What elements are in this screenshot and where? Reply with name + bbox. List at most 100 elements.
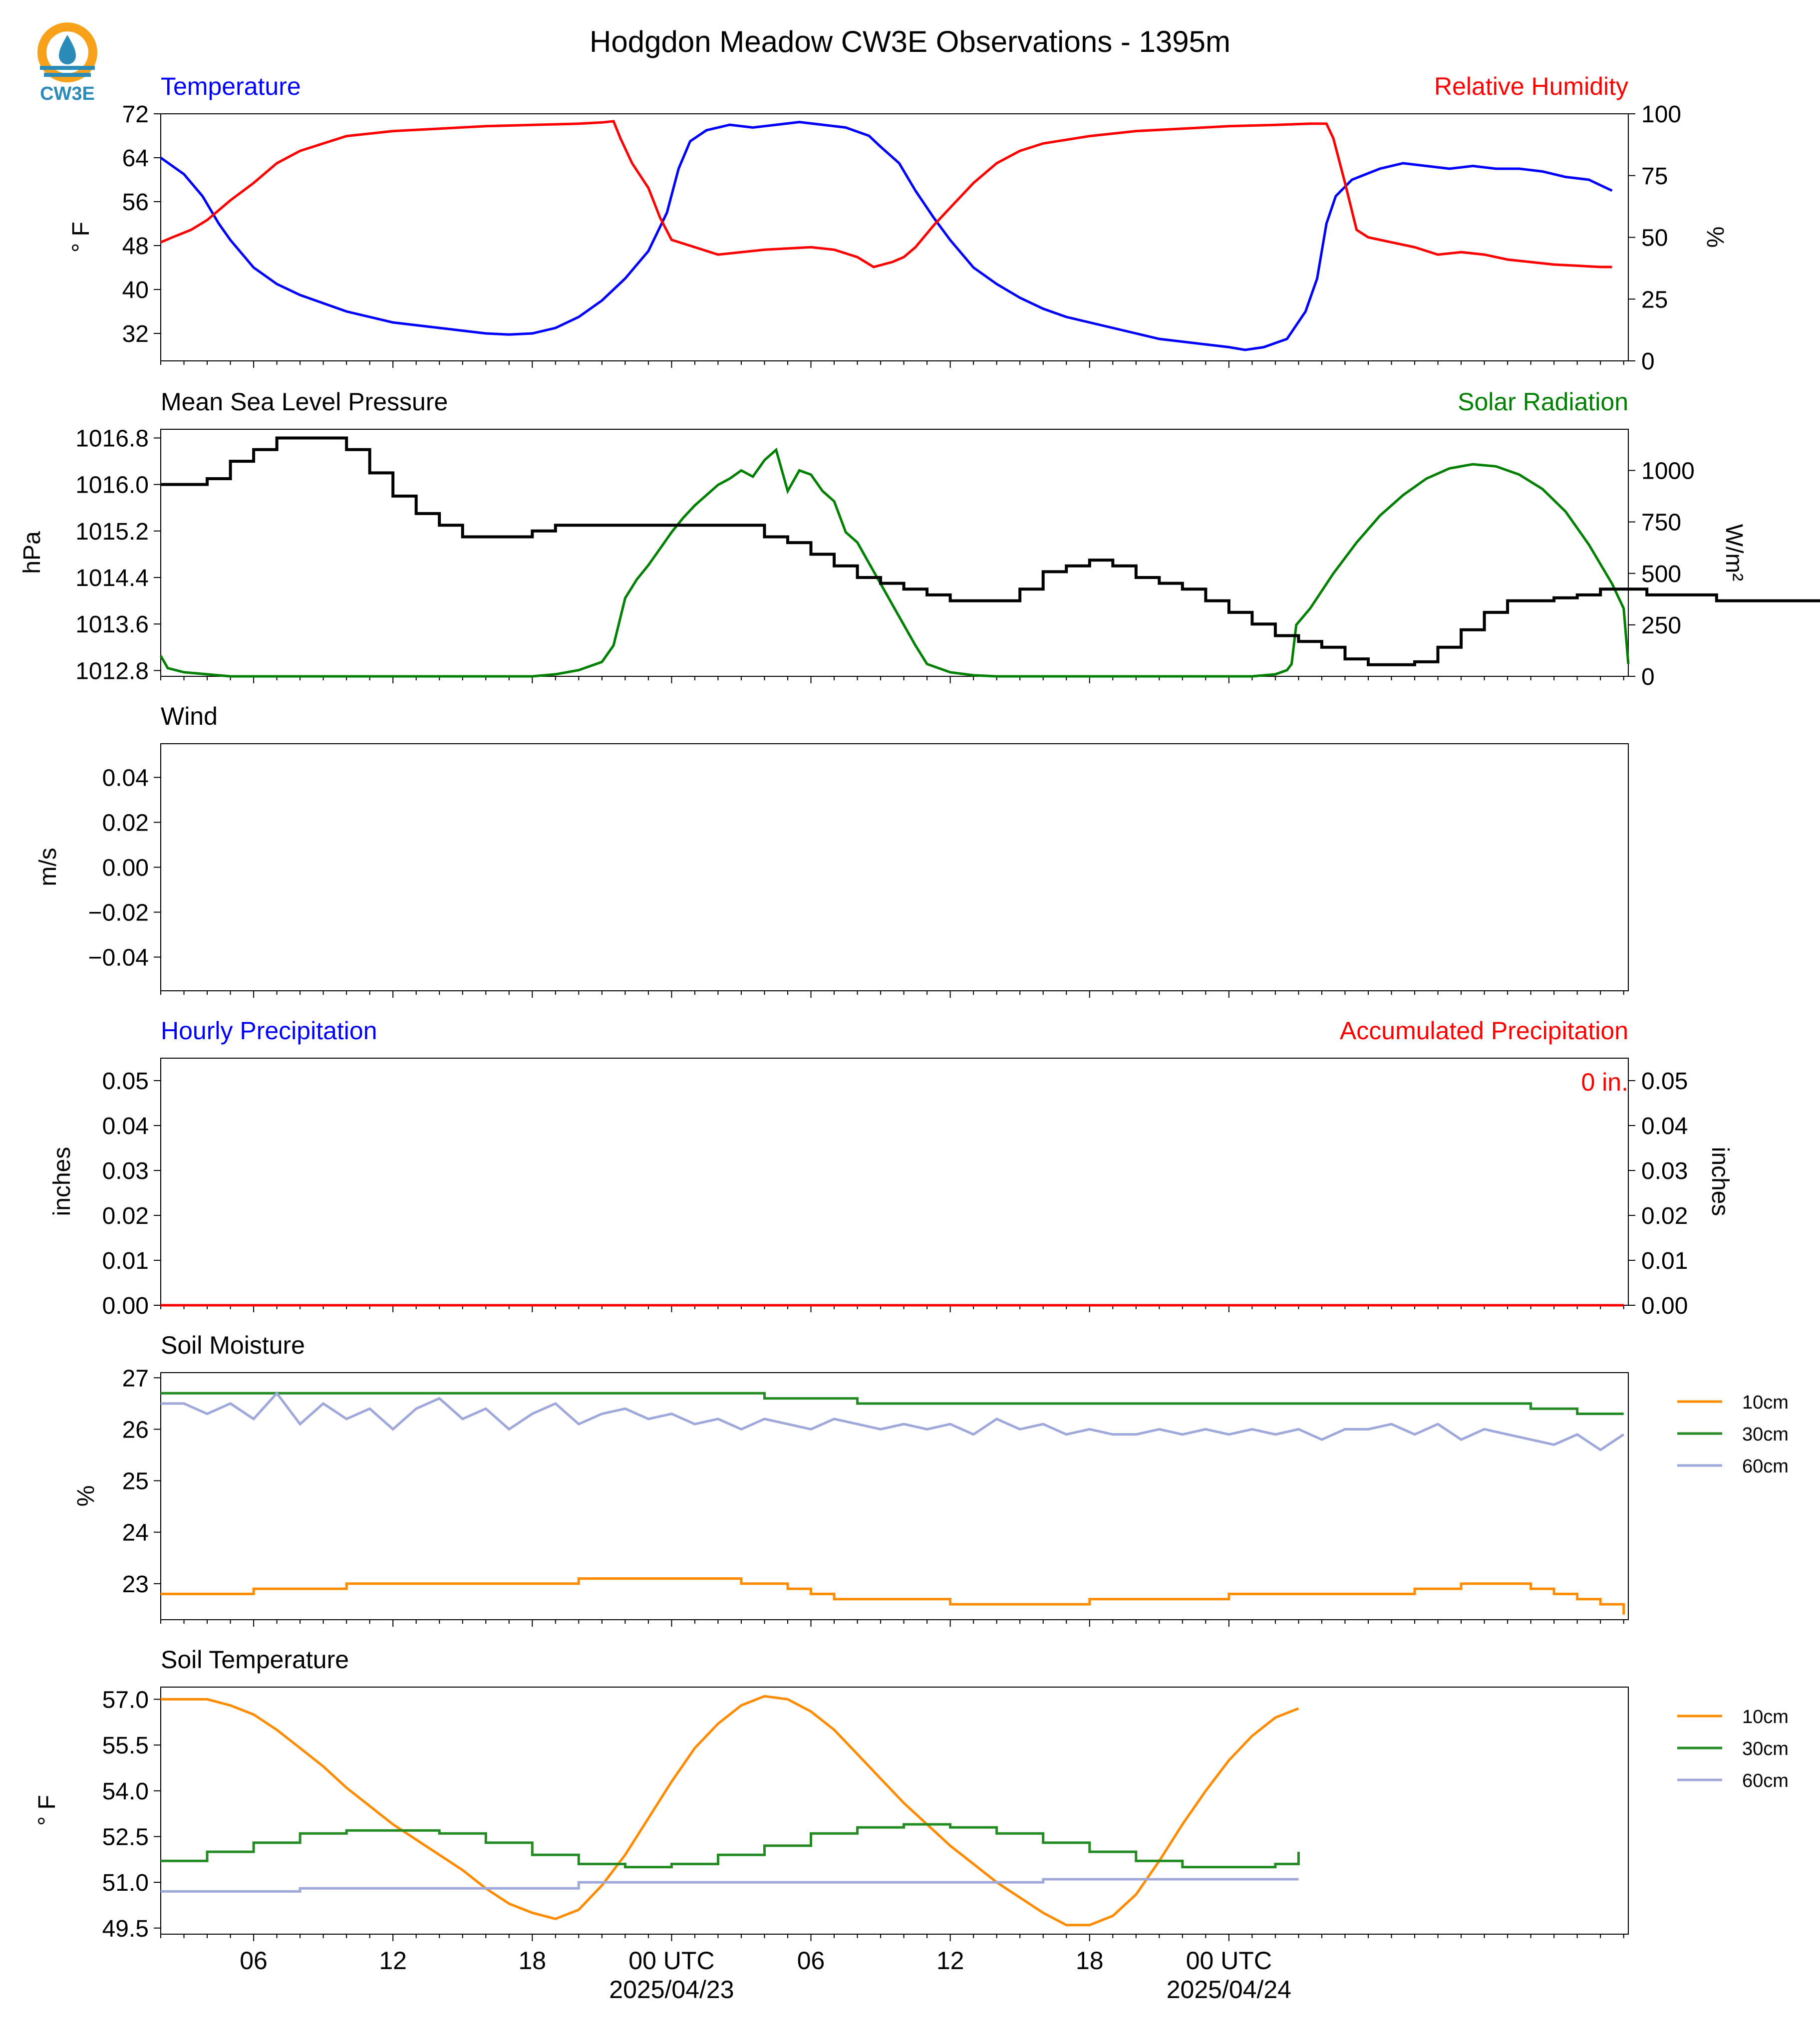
y-tick-label: 0.02 bbox=[102, 810, 149, 837]
y-tick-label: 750 bbox=[1641, 510, 1681, 536]
y-tick-label: 56 bbox=[122, 189, 149, 216]
y-tick-label: 25 bbox=[122, 1468, 149, 1495]
y-tick-label: 0.02 bbox=[102, 1203, 149, 1229]
soil-moisture-60cm-line bbox=[161, 1391, 1625, 1451]
panel-precip: Hourly Precipitation Accumulated Precipi… bbox=[49, 1017, 1733, 1319]
y-tick-label: 55.5 bbox=[102, 1733, 149, 1759]
panel-soil-moisture-frame bbox=[160, 1372, 1629, 1620]
relative-humidity-series-line bbox=[160, 120, 1612, 269]
y-tick-label: 23 bbox=[122, 1571, 149, 1598]
y-tick-label: 0.00 bbox=[102, 855, 149, 881]
panel-soil-moisture-xticks bbox=[160, 1620, 1624, 1627]
y-tick-label: −0.04 bbox=[88, 945, 149, 971]
accum-precip-title: Accumulated Precipitation bbox=[1340, 1017, 1628, 1045]
y-tick-label: 51.0 bbox=[102, 1870, 149, 1896]
y-tick-label: 0.00 bbox=[1641, 1293, 1688, 1319]
logo-wave-1 bbox=[40, 66, 95, 70]
y-tick-label: 0.04 bbox=[1641, 1113, 1688, 1140]
rh-title: Relative Humidity bbox=[1434, 72, 1628, 100]
legend-label-30cm: 30cm bbox=[1742, 1424, 1789, 1445]
panel-wind: Wind 0.04 0.02 0.00 −0.02 −0.04 m/s bbox=[35, 702, 1629, 998]
y-tick-label: 0 bbox=[1641, 348, 1655, 375]
soil-moisture-10cm-line bbox=[161, 1577, 1625, 1615]
y-tick-label: 52.5 bbox=[102, 1824, 149, 1850]
y-tick-label: 1015.2 bbox=[75, 519, 149, 545]
rh-axis-ticks: 100 75 50 25 0 bbox=[1628, 101, 1681, 375]
x-tick-label: 00 UTC bbox=[628, 1947, 714, 1975]
soil-moisture-axis-ticks: 27 26 25 24 23 bbox=[122, 1365, 161, 1598]
pressure-axis-ticks: 1016.8 1016.0 1015.2 1014.4 1013.6 1012.8 bbox=[75, 425, 161, 684]
y-tick-label: 500 bbox=[1641, 561, 1681, 587]
y-tick-label: 0.00 bbox=[102, 1293, 149, 1319]
y-tick-label: 250 bbox=[1641, 612, 1681, 639]
legend-label-10cm: 10cm bbox=[1742, 1392, 1789, 1413]
legend-label-30cm: 30cm bbox=[1742, 1738, 1789, 1759]
cw3e-logo: CW3E bbox=[37, 22, 97, 104]
soil-moisture-30cm-line bbox=[161, 1392, 1624, 1415]
solar-axis-ticks: 1000 750 500 250 0 bbox=[1628, 458, 1695, 690]
legend-label-60cm: 60cm bbox=[1742, 1770, 1789, 1791]
x-tick-label: 18 bbox=[518, 1947, 546, 1975]
soil-temp-10cm-line bbox=[161, 1695, 1299, 1927]
y-tick-label: 40 bbox=[122, 277, 149, 303]
soil-temp-axis-ticks: 57.0 55.5 54.0 52.5 51.0 49.5 bbox=[102, 1687, 161, 1942]
y-tick-label: 48 bbox=[122, 233, 149, 260]
panel-soil-temp-frame bbox=[160, 1687, 1629, 1935]
y-tick-label: 0.01 bbox=[1641, 1248, 1688, 1274]
panel-soil-temp-xticks bbox=[160, 1934, 1624, 1941]
solar-ylabel: W/m² bbox=[1721, 524, 1747, 581]
y-tick-label: −0.02 bbox=[88, 900, 149, 926]
y-tick-label: 0.02 bbox=[1641, 1203, 1688, 1229]
soil-temp-title: Soil Temperature bbox=[161, 1646, 349, 1674]
legend-label-60cm: 60cm bbox=[1742, 1456, 1789, 1477]
y-tick-label: 32 bbox=[122, 321, 149, 347]
x-tick-label: 06 bbox=[240, 1947, 268, 1975]
soil-moisture-legend: 10cm 30cm 60cm bbox=[1677, 1392, 1789, 1477]
y-tick-label: 49.5 bbox=[102, 1916, 149, 1942]
y-tick-label: 1000 bbox=[1641, 458, 1695, 485]
y-tick-label: 1016.0 bbox=[75, 472, 149, 499]
y-tick-label: 0.03 bbox=[102, 1158, 149, 1184]
y-tick-label: 24 bbox=[122, 1520, 149, 1546]
x-date-label: 2025/04/24 bbox=[1167, 1976, 1291, 2004]
soil-moisture-title: Soil Moisture bbox=[161, 1331, 305, 1359]
soil-temp-60cm-line bbox=[161, 1878, 1299, 1893]
y-tick-label: 54.0 bbox=[102, 1778, 149, 1805]
temp-ylabel: ° F bbox=[68, 222, 94, 253]
wind-title: Wind bbox=[161, 702, 218, 730]
y-tick-label: 57.0 bbox=[102, 1687, 149, 1713]
soil-temp-30cm-line bbox=[161, 1823, 1300, 1869]
temperature-series-line bbox=[160, 120, 1613, 351]
accum-precip-axis-ticks: 0.05 0.04 0.03 0.02 0.01 0.00 bbox=[1628, 1068, 1688, 1319]
hourly-precip-axis-ticks: 0.05 0.04 0.03 0.02 0.01 0.00 bbox=[102, 1068, 161, 1319]
y-tick-label: 64 bbox=[122, 145, 149, 172]
x-tick-label: 06 bbox=[797, 1947, 825, 1975]
logo-drop-icon bbox=[59, 35, 76, 64]
panel-pressure-solar-frame bbox=[160, 429, 1629, 677]
x-date-label: 2025/04/23 bbox=[609, 1976, 734, 2004]
panel-temp-rh-xticks bbox=[160, 361, 1624, 368]
y-tick-label: 25 bbox=[1641, 287, 1668, 313]
panel-soil-moisture: Soil Moisture 27 26 25 24 23 % 10cm 30cm 60c… bbox=[73, 1331, 1789, 1627]
y-tick-label: 0.03 bbox=[1641, 1158, 1688, 1184]
rh-ylabel: % bbox=[1702, 227, 1728, 248]
y-tick-label: 0.05 bbox=[1641, 1068, 1688, 1095]
pressure-series-line bbox=[161, 436, 1820, 666]
legend-label-10cm: 10cm bbox=[1742, 1707, 1789, 1728]
x-tick-label: 12 bbox=[936, 1947, 964, 1975]
y-tick-label: 0 bbox=[1641, 664, 1655, 690]
figure-title: Hodgdon Meadow CW3E Observations - 1395m bbox=[590, 25, 1230, 58]
x-tick-label: 12 bbox=[379, 1947, 407, 1975]
pressure-title: Mean Sea Level Pressure bbox=[161, 388, 448, 416]
logo-text: CW3E bbox=[40, 83, 95, 104]
pressure-ylabel: hPa bbox=[19, 531, 45, 574]
y-tick-label: 0.04 bbox=[102, 1113, 149, 1140]
y-tick-label: 0.01 bbox=[102, 1248, 149, 1274]
y-tick-label: 26 bbox=[122, 1417, 149, 1443]
y-tick-label: 100 bbox=[1641, 101, 1681, 128]
accum-precip-ylabel: inches bbox=[1707, 1147, 1733, 1216]
y-tick-label: 50 bbox=[1641, 225, 1668, 252]
panel-wind-xticks bbox=[160, 991, 1624, 998]
y-tick-label: 1016.8 bbox=[75, 425, 149, 452]
